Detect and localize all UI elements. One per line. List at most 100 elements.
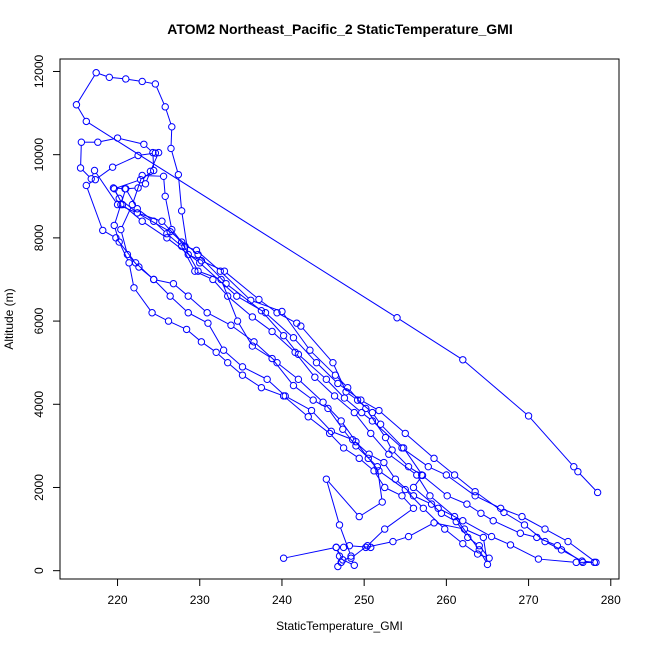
y-tick-label: 0 [32, 567, 46, 574]
data-point [463, 500, 471, 508]
series-line-segment [355, 414, 370, 432]
data-point [194, 250, 202, 259]
series-line-segment [397, 480, 412, 495]
data-point [541, 537, 549, 546]
data-point [324, 404, 332, 413]
series-line-segment [172, 297, 187, 311]
series-line-segment [145, 175, 161, 177]
data-point [375, 406, 383, 415]
series-line-segment [135, 290, 151, 311]
x-tick-label: 250 [354, 593, 374, 607]
data-point [389, 537, 397, 546]
series-line-segment [218, 354, 226, 361]
series-line-segment [114, 228, 119, 240]
series-line-segment [203, 343, 214, 351]
series-line-segment [222, 273, 249, 299]
data-point [344, 383, 352, 392]
series-line-segment [126, 191, 137, 207]
data-point [150, 217, 158, 225]
data-point [500, 508, 508, 517]
series-line-segment [443, 514, 454, 521]
data-point [76, 164, 85, 172]
series-line-segment [385, 464, 394, 477]
data-point [355, 512, 363, 521]
data-point [177, 238, 186, 246]
data-point [224, 358, 232, 367]
data-point [184, 250, 192, 259]
data-point [125, 259, 133, 267]
series-line-segment [229, 364, 241, 374]
data-point [203, 309, 211, 317]
series-line-segment [418, 477, 429, 494]
data-point [430, 454, 438, 463]
data-point [192, 246, 201, 255]
series-line-segment [395, 537, 406, 542]
series-line-segment [97, 168, 111, 179]
series-line-segment [77, 75, 95, 103]
data-point [401, 485, 409, 494]
y-tick-label: 8000 [32, 224, 46, 251]
series-line-segment [377, 469, 383, 499]
data-point [161, 103, 169, 111]
series-line-segment [310, 418, 328, 432]
series-line-segment [387, 488, 400, 495]
data-point [268, 327, 276, 336]
data-point [177, 242, 186, 250]
series-line-segment [369, 530, 383, 544]
data-point [404, 462, 413, 471]
series-line-segment [541, 558, 574, 563]
data-point [248, 342, 257, 350]
series-line-segment [273, 360, 292, 384]
series-line-segment [334, 432, 350, 439]
data-point [477, 509, 485, 517]
data-point [312, 358, 321, 367]
y-axis: 0 2000 4000 6000 8000 10000 12000 [32, 54, 60, 574]
series-line-segment [302, 328, 332, 361]
series-line-segment [386, 440, 392, 448]
data-point [150, 275, 158, 284]
data-point [409, 492, 418, 500]
series-line-segment [214, 281, 226, 295]
data-point [367, 429, 375, 438]
series-line-segment [112, 77, 123, 80]
series-line-segment [279, 364, 297, 378]
plot-frame [59, 58, 620, 580]
series-line-segment [318, 364, 336, 382]
data-point [381, 525, 389, 533]
data-point [311, 373, 319, 381]
data-point [357, 396, 365, 404]
series-line-segment [336, 397, 353, 411]
data-point [352, 442, 360, 450]
series-line-segment [311, 352, 334, 374]
series-line-segment [404, 449, 426, 466]
series-line-segment [171, 321, 184, 329]
data-point [365, 450, 373, 458]
data-point [362, 404, 370, 413]
series-line-segment [345, 560, 352, 565]
data-point [434, 504, 442, 512]
y-axis-label: Altitude (m) [2, 288, 16, 349]
data-point [250, 338, 258, 346]
series-line-segment [480, 552, 487, 562]
series-line-segment [369, 460, 378, 469]
data-point [196, 259, 204, 267]
series-line-segment [209, 325, 223, 348]
series-line-segment [430, 467, 444, 475]
series-line-segment [363, 401, 377, 410]
series-line-segment [416, 496, 429, 504]
data-point [319, 398, 327, 406]
data-point [347, 552, 355, 560]
data-point [506, 541, 515, 549]
data-point [138, 217, 146, 225]
data-point [122, 75, 130, 83]
series-line-segment [346, 399, 360, 411]
data-point [578, 557, 586, 565]
data-point [518, 512, 526, 521]
data-point [307, 406, 316, 415]
series-line-segment [407, 435, 432, 457]
x-tick-label: 260 [436, 593, 456, 607]
series-group [72, 69, 602, 571]
data-point [592, 558, 600, 567]
data-point [459, 356, 467, 364]
series-line-segment [274, 333, 294, 351]
